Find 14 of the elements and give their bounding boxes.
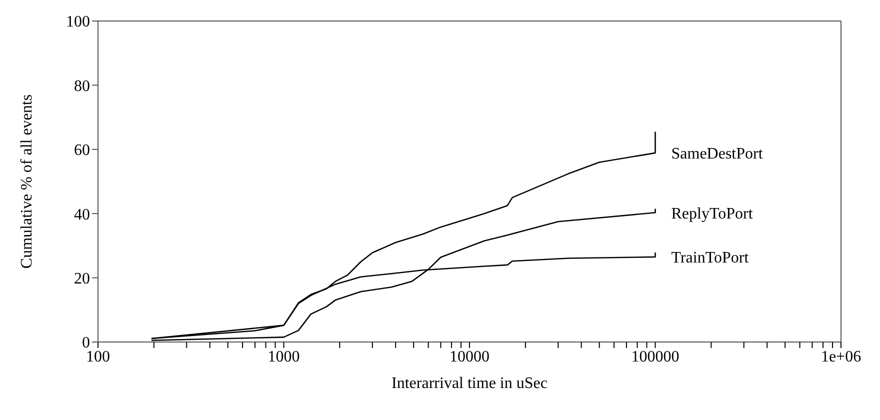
- x-axis-title: Interarrival time in uSec: [392, 375, 548, 392]
- x-tick-label: 100000: [631, 348, 680, 366]
- series-label: ReplyToPort: [671, 205, 754, 222]
- x-tick-label: 1e+06: [820, 348, 862, 366]
- y-tick-label: 80: [74, 78, 90, 95]
- series-label: TrainToPort: [671, 250, 750, 267]
- x-tick-label: 1000: [268, 348, 300, 366]
- y-tick-label: 40: [74, 206, 90, 224]
- series-label: SameDestPort: [671, 146, 764, 163]
- y-tick-label: 60: [74, 142, 90, 160]
- y-tick-label: 100: [66, 14, 90, 31]
- y-axis-title: Cumulative % of all events: [18, 94, 36, 269]
- x-tick-label: 10000: [450, 348, 490, 366]
- y-tick-label: 20: [74, 270, 90, 288]
